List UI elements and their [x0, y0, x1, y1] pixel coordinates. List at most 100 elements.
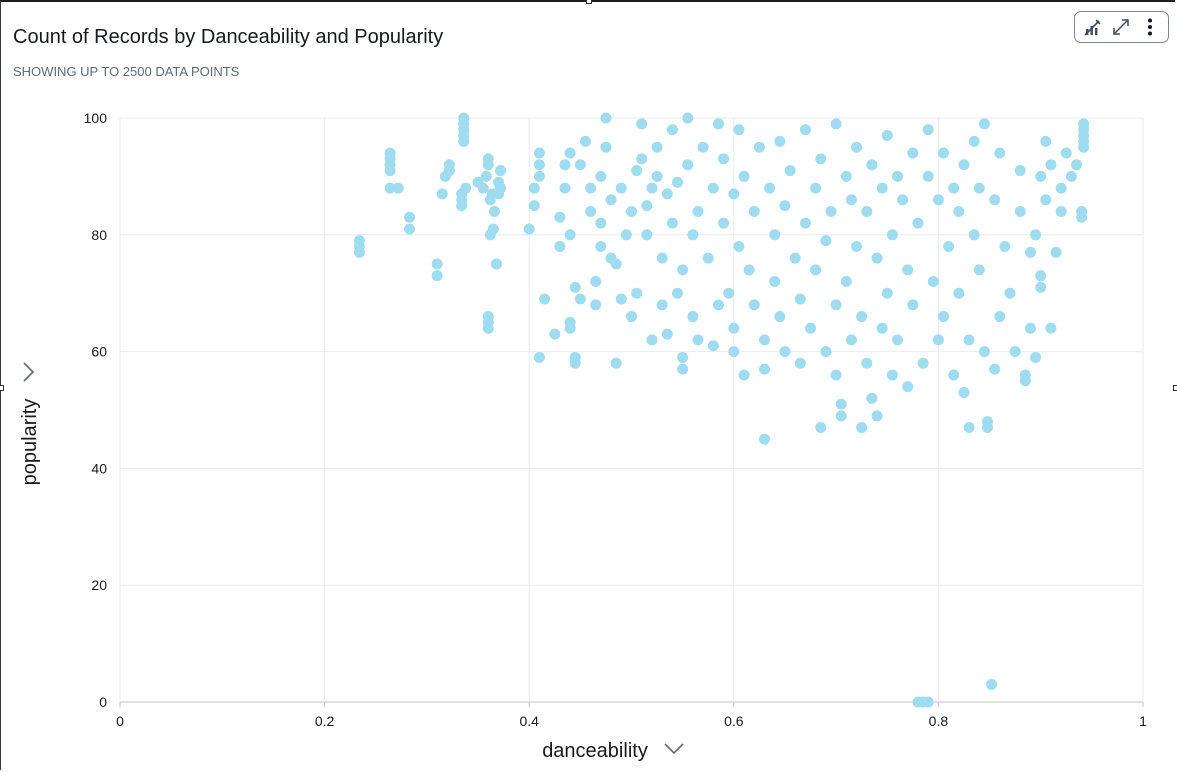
data-point[interactable] — [615, 182, 627, 194]
data-point[interactable] — [610, 258, 622, 270]
data-point[interactable] — [799, 124, 811, 136]
data-point[interactable] — [994, 147, 1006, 159]
data-point[interactable] — [702, 252, 714, 264]
y-axis-label[interactable]: popularity — [19, 399, 41, 486]
data-point[interactable] — [687, 311, 699, 323]
data-point[interactable] — [851, 141, 863, 153]
data-point[interactable] — [999, 240, 1011, 252]
data-point[interactable] — [595, 240, 607, 252]
data-point[interactable] — [1078, 118, 1090, 130]
data-point[interactable] — [789, 252, 801, 264]
data-point[interactable] — [1019, 369, 1031, 381]
data-point[interactable] — [490, 258, 502, 270]
data-point[interactable] — [488, 205, 500, 217]
data-point[interactable] — [523, 223, 535, 235]
data-point[interactable] — [651, 141, 663, 153]
data-point[interactable] — [495, 182, 507, 194]
data-point[interactable] — [1045, 159, 1057, 171]
data-point[interactable] — [922, 696, 934, 708]
data-point[interactable] — [758, 433, 770, 445]
data-point[interactable] — [1024, 246, 1036, 258]
data-point[interactable] — [820, 346, 832, 358]
data-point[interactable] — [404, 211, 416, 223]
data-point[interactable] — [610, 357, 622, 369]
data-point[interactable] — [728, 346, 740, 358]
data-point[interactable] — [528, 200, 540, 212]
data-point[interactable] — [1035, 170, 1047, 182]
data-point[interactable] — [917, 357, 929, 369]
data-point[interactable] — [458, 112, 470, 124]
data-point[interactable] — [764, 182, 776, 194]
data-point[interactable] — [477, 182, 489, 194]
data-point[interactable] — [436, 188, 448, 200]
data-point[interactable] — [672, 287, 684, 299]
data-point[interactable] — [707, 340, 719, 352]
data-point[interactable] — [1014, 205, 1026, 217]
data-point[interactable] — [938, 311, 950, 323]
data-point[interactable] — [495, 165, 507, 177]
x-axis-chevron-down-icon[interactable] — [664, 743, 684, 755]
data-point[interactable] — [840, 170, 852, 182]
data-point[interactable] — [753, 141, 765, 153]
data-point[interactable] — [585, 182, 597, 194]
data-point[interactable] — [574, 159, 586, 171]
data-point[interactable] — [758, 363, 770, 375]
data-point[interactable] — [1009, 346, 1021, 358]
data-point[interactable] — [932, 194, 944, 206]
data-point[interactable] — [533, 159, 545, 171]
data-point[interactable] — [605, 194, 617, 206]
data-point[interactable] — [569, 351, 581, 363]
data-point[interactable] — [482, 311, 494, 323]
data-point[interactable] — [1045, 322, 1057, 334]
data-point[interactable] — [963, 334, 975, 346]
data-point[interactable] — [830, 118, 842, 130]
data-point[interactable] — [968, 229, 980, 241]
data-point[interactable] — [738, 170, 750, 182]
data-point[interactable] — [1004, 287, 1016, 299]
data-point[interactable] — [769, 229, 781, 241]
data-point[interactable] — [595, 217, 607, 229]
data-point[interactable] — [697, 141, 709, 153]
data-point[interactable] — [973, 264, 985, 276]
data-point[interactable] — [480, 170, 492, 182]
data-point[interactable] — [963, 422, 975, 434]
data-point[interactable] — [932, 334, 944, 346]
data-point[interactable] — [891, 170, 903, 182]
data-point[interactable] — [810, 264, 822, 276]
data-point[interactable] — [743, 264, 755, 276]
data-point[interactable] — [815, 153, 827, 165]
data-point[interactable] — [564, 229, 576, 241]
data-point[interactable] — [861, 205, 873, 217]
data-point[interactable] — [902, 381, 914, 393]
data-point[interactable] — [641, 200, 653, 212]
data-point[interactable] — [564, 316, 576, 328]
data-point[interactable] — [636, 153, 648, 165]
data-point[interactable] — [840, 276, 852, 288]
data-point[interactable] — [845, 194, 857, 206]
data-point[interactable] — [384, 147, 396, 159]
data-point[interactable] — [881, 130, 893, 142]
data-point[interactable] — [641, 229, 653, 241]
data-point[interactable] — [1055, 182, 1067, 194]
data-point[interactable] — [973, 182, 985, 194]
data-point[interactable] — [718, 217, 730, 229]
data-point[interactable] — [1071, 159, 1083, 171]
data-point[interactable] — [1040, 194, 1052, 206]
data-point[interactable] — [1030, 351, 1042, 363]
data-point[interactable] — [948, 182, 960, 194]
data-point[interactable] — [482, 153, 494, 165]
data-point[interactable] — [1024, 322, 1036, 334]
data-point[interactable] — [626, 311, 637, 323]
data-point[interactable] — [825, 205, 837, 217]
data-point[interactable] — [687, 229, 699, 241]
data-point[interactable] — [682, 112, 694, 124]
data-point[interactable] — [728, 322, 740, 334]
data-point[interactable] — [677, 351, 689, 363]
data-point[interactable] — [549, 328, 561, 340]
data-point[interactable] — [907, 147, 919, 159]
resize-handle-left[interactable] — [0, 385, 4, 391]
data-point[interactable] — [533, 351, 545, 363]
data-point[interactable] — [1065, 170, 1077, 182]
data-point[interactable] — [590, 299, 602, 311]
data-point[interactable] — [666, 217, 678, 229]
